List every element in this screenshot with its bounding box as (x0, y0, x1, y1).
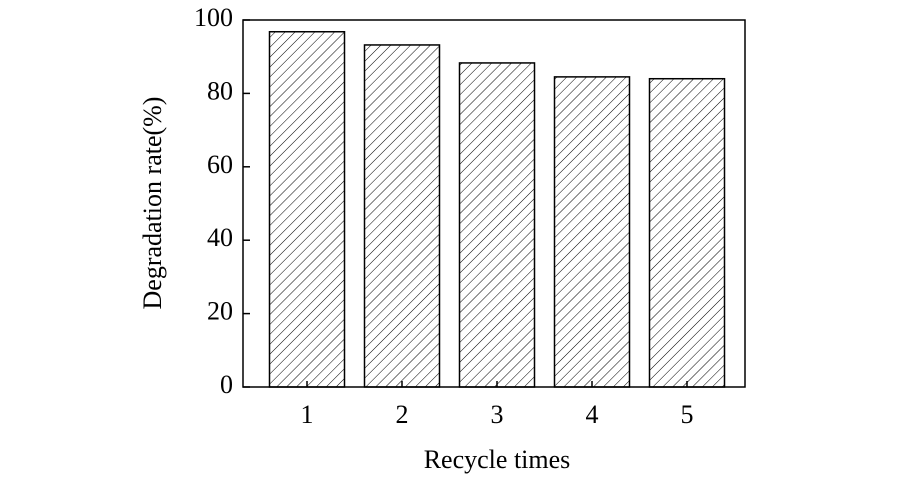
y-tick-label: 40 (207, 223, 233, 252)
x-tick-label: 3 (491, 400, 504, 429)
y-tick-label: 0 (220, 370, 233, 399)
y-axis-label: Degradation rate(%) (138, 97, 167, 310)
x-axis-label: Recycle times (424, 445, 571, 474)
y-tick-label: 20 (207, 297, 233, 326)
x-tick-label: 1 (301, 400, 314, 429)
bar (553, 76, 631, 388)
bar (363, 44, 441, 388)
y-tick-label: 60 (207, 150, 233, 179)
x-tick-label: 4 (586, 400, 599, 429)
x-tick-label: 5 (681, 400, 694, 429)
plot-frame (242, 19, 746, 388)
bar (458, 62, 536, 388)
y-tick-label: 80 (207, 76, 233, 105)
x-tick-label: 2 (396, 400, 409, 429)
y-tick-label: 100 (194, 3, 233, 32)
bar (648, 77, 726, 388)
bar (268, 30, 346, 388)
